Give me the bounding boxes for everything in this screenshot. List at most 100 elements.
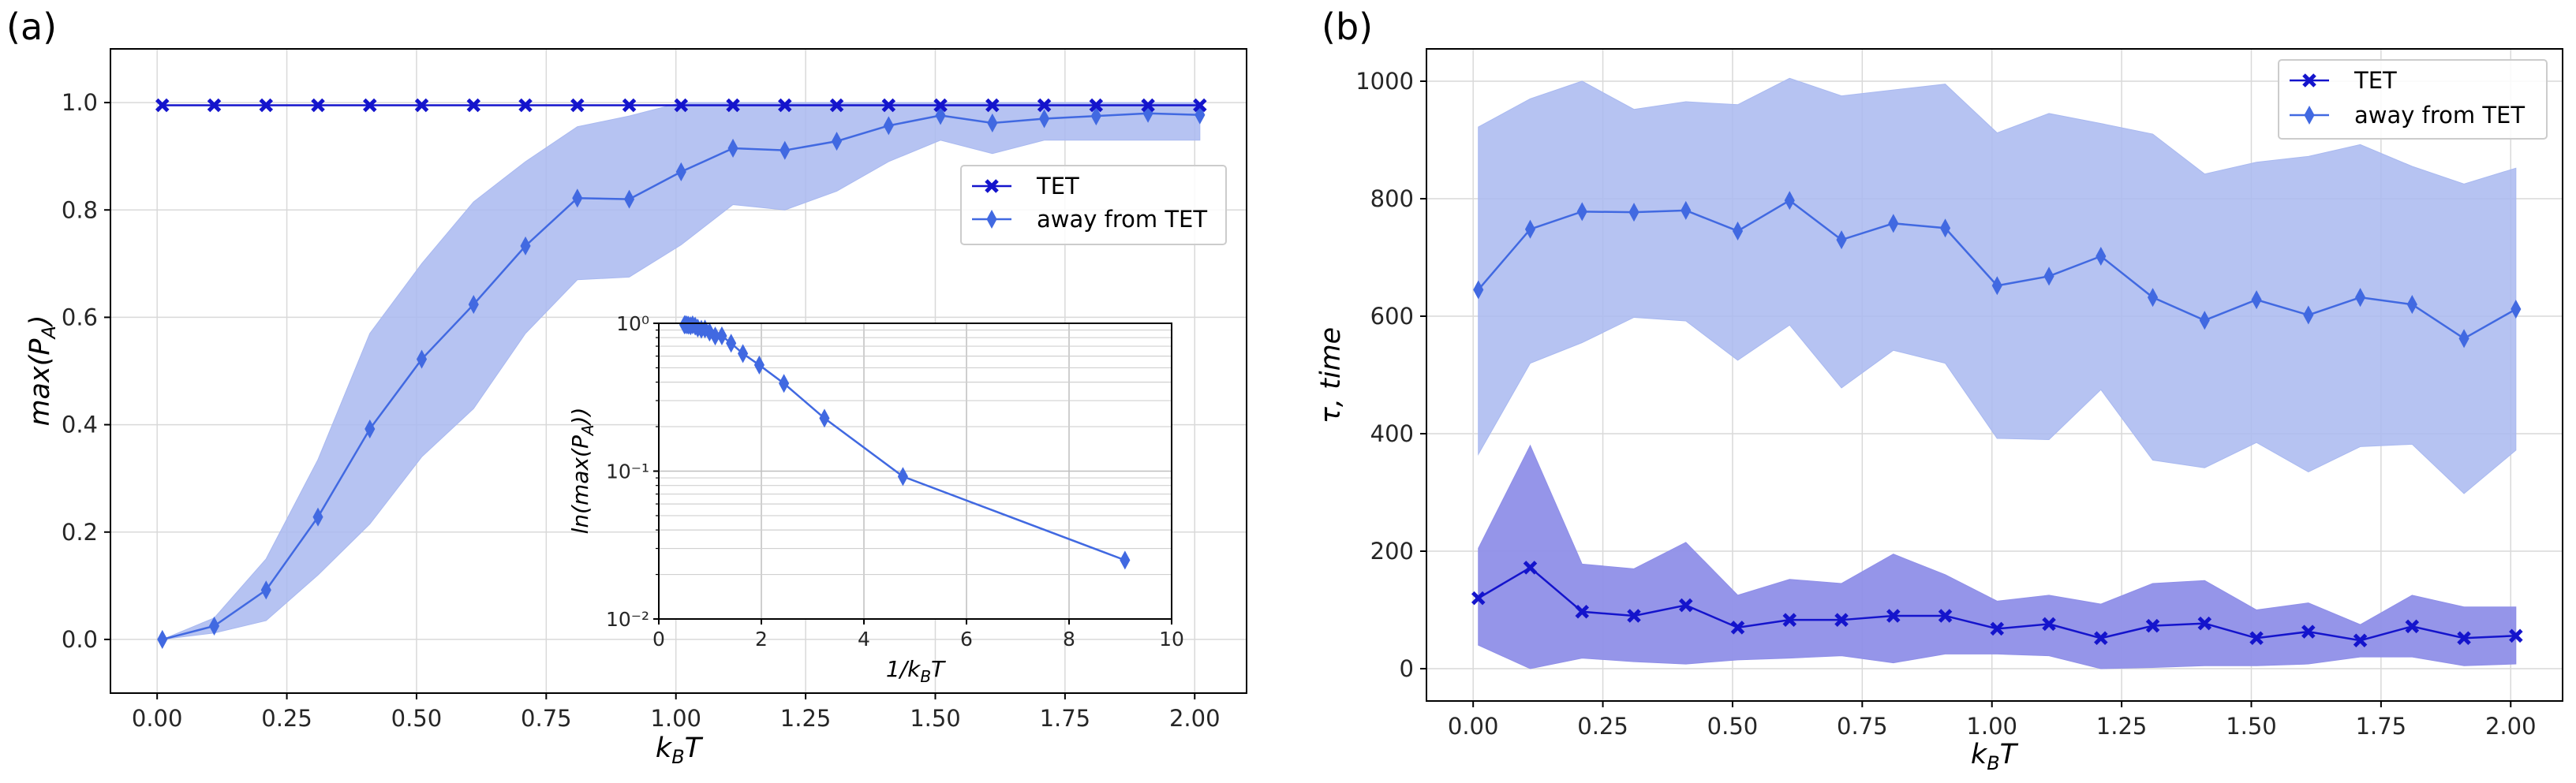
data-point-tet (778, 98, 792, 113)
data-point-away (157, 629, 168, 649)
inset-series (679, 315, 1131, 570)
data-point-tet (1089, 98, 1104, 113)
inset-x-tick-label: 0 (652, 628, 665, 651)
legend-tet-label: TET (2354, 67, 2397, 94)
data-point-tet (933, 98, 948, 113)
data-point-tet (881, 98, 896, 113)
y-tick-label: 0 (1400, 655, 1414, 682)
data-point-tet (1471, 591, 1486, 606)
inset-y-tick-label: 10⁻¹ (606, 460, 649, 483)
legend-tet-marker (2302, 73, 2316, 88)
y-tick-label: 0.6 (62, 304, 98, 330)
data-point-tet (207, 98, 222, 113)
data-point-away (1038, 109, 1050, 129)
data-point-away (2199, 311, 2210, 330)
inset-y-tick-label: 10⁻² (606, 608, 649, 631)
x-tick-label: 0.00 (1448, 713, 1499, 740)
data-point-away (1473, 280, 1484, 300)
data-point-tet (1938, 609, 1953, 623)
data-point-away (2354, 288, 2366, 308)
panel-a-inset: 0 2 4 6 8 10 10⁻² 10⁻¹ 10⁰ 1/kBT ln(max(PA)) (567, 312, 1184, 686)
x-tick-label: 1.00 (650, 705, 701, 732)
y-tick-label: 600 (1370, 303, 1414, 330)
x-tick-label: 0.50 (391, 705, 443, 732)
data-point-away (1195, 105, 1206, 125)
data-point-away (572, 188, 583, 208)
x-tick-label: 1.75 (1040, 705, 1091, 732)
data-point-away (1991, 276, 2002, 296)
inset-x-tick-label: 6 (960, 628, 973, 651)
inset-x-tick-label: 10 (1159, 628, 1184, 651)
data-point-tet (1037, 98, 1052, 113)
data-point-away (416, 349, 428, 369)
data-point-tet (362, 98, 377, 113)
data-point-away (935, 106, 946, 125)
inset-y-label: ln(max(PA)) (567, 408, 597, 535)
inset-grid (658, 323, 1172, 620)
y-tick-label: 0.4 (62, 412, 98, 438)
inset-data-point (726, 334, 737, 353)
data-point-away (312, 507, 323, 527)
inset-data-point (819, 408, 830, 428)
data-point-tet (518, 98, 533, 113)
data-point-away (1090, 106, 1101, 126)
legend-away-icon (986, 209, 997, 229)
panel-a-x-label: kBT (656, 733, 704, 768)
data-point-away (1576, 202, 1587, 222)
data-point-away (520, 236, 531, 255)
data-point-tet (2457, 631, 2471, 646)
inset-data-point (1120, 550, 1131, 570)
data-point-away (883, 116, 894, 136)
inset-data-point (779, 374, 790, 393)
data-point-tet (1193, 98, 1207, 113)
data-point-tet (2405, 619, 2420, 634)
data-point-tet (1141, 98, 1155, 113)
inset-data-point (738, 344, 749, 364)
data-point-away (1836, 230, 1847, 250)
data-point-tet (1730, 621, 1745, 635)
data-point-away (780, 140, 791, 160)
legend-tet-label: TET (1036, 173, 1079, 199)
data-point-tet (1990, 621, 2005, 636)
data-point-away (623, 189, 635, 209)
inset-data-point (679, 315, 690, 334)
legend-away-label: away from TET (2354, 102, 2525, 129)
x-tick-label: 1.50 (2226, 713, 2277, 740)
inset-x-label: 1/kBT (886, 656, 946, 686)
x-tick-label: 0.75 (1837, 713, 1888, 740)
data-point-away (2251, 290, 2262, 310)
legend-tet-icon (985, 179, 999, 193)
data-point-away (2458, 329, 2469, 349)
data-point-away (1524, 219, 1536, 239)
panel-b-x-ticks: 0.00 0.25 0.50 0.75 1.00 1.25 1.50 1.75 2.00 (1448, 701, 2537, 740)
legend-away-icon (2304, 105, 2315, 125)
data-point-tet (1679, 598, 1693, 613)
panel-a-series (155, 98, 1207, 649)
data-point-away (2096, 246, 2107, 267)
panel-b-legend: TET away from TET (2278, 59, 2548, 140)
data-point-tet (1523, 561, 1538, 575)
y-tick-label: 400 (1370, 420, 1414, 447)
legend-away-marker (986, 209, 997, 229)
data-point-away (1939, 218, 1951, 238)
data-point-away (1784, 191, 1795, 211)
data-point-away (260, 580, 271, 600)
data-point-tet (2094, 631, 2108, 646)
data-point-away (2303, 305, 2314, 325)
data-point-away (365, 419, 376, 439)
data-point-tet (155, 98, 170, 113)
inset-x-tick-label: 4 (858, 628, 870, 651)
data-point-away (831, 132, 843, 151)
data-point-away (2043, 267, 2054, 286)
data-point-away (675, 162, 686, 181)
panel-a-legend: TET away from TET (960, 165, 1227, 245)
x-tick-label: 0.25 (261, 705, 312, 732)
inset-x-tick-label: 2 (755, 628, 768, 651)
y-tick-label: 800 (1370, 185, 1414, 212)
legend-away-marker (2304, 105, 2315, 125)
data-point-tet (1886, 609, 1901, 623)
data-point-tet (1575, 604, 1590, 619)
data-point-away (208, 616, 220, 636)
y-tick-label: 0.0 (62, 626, 98, 653)
